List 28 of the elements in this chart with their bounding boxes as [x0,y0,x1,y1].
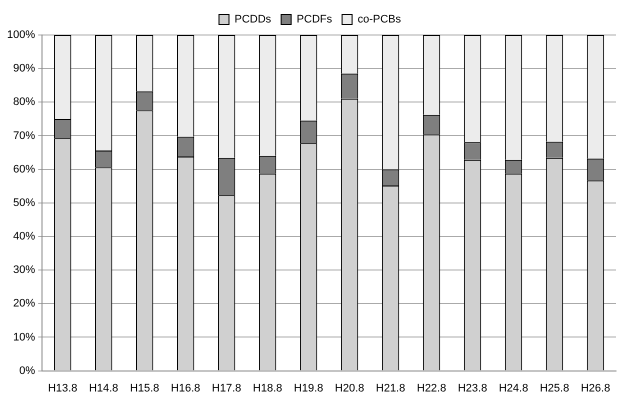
y-tick-label: 90% [13,62,36,75]
legend-label: co-PCBs [358,14,402,26]
y-tick-label: 70% [13,130,36,142]
y-tick-label: 10% [13,331,36,344]
x-tick-label: H21.8 [376,382,406,394]
x-tick-label: H13.8 [48,382,78,394]
y-tick-label: 30% [13,264,36,276]
x-tick-label: H26.8 [580,382,610,394]
y-tick-label: 20% [13,298,36,310]
y-tick-label: 40% [13,230,36,243]
x-tick-label: H24.8 [498,382,528,394]
x-tick-label: H19.8 [294,382,324,394]
x-tick-label: H18.8 [252,382,282,394]
x-tick-label: H16.8 [170,382,200,394]
y-tick-label: 80% [13,96,36,108]
y-tick-label: 50% [13,196,36,209]
x-tick-label: H25.8 [540,382,570,394]
x-tick-label: H17.8 [212,382,242,394]
x-tick-label: H20.8 [334,382,364,394]
x-tick-label: H23.8 [458,382,488,394]
y-tick-label: 0% [19,364,36,377]
legend-label: PCDDs [234,14,272,26]
x-tick-label: H22.8 [416,382,446,394]
x-tick-label: H15.8 [130,382,160,394]
y-tick-label: 100% [6,29,36,42]
x-tick-label: H14.8 [88,382,118,394]
y-tick-label: 60% [13,163,36,176]
legend-label: PCDFs [296,14,333,26]
